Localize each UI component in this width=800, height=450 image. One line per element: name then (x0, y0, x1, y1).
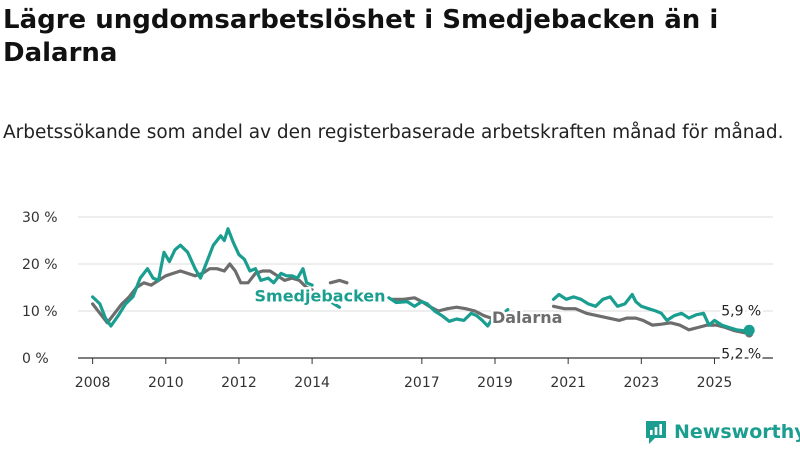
series-label-smedjebacken-halo: Smedjebacken (255, 287, 386, 306)
series-label-smedjebacken: Smedjebacken (255, 287, 386, 306)
series-line-smedjebacken (504, 308, 510, 313)
chart-title: Lägre ungdomsarbetslöshet i Smedjebacken… (3, 5, 719, 68)
newsworthy-logo[interactable]: Newsworthy (644, 419, 800, 445)
x-tick-label: 2025 (697, 375, 733, 391)
series-line-smedjebacken (328, 300, 342, 309)
y-tick-label: 10 % (22, 304, 58, 320)
end-label-smedjebacken-halo: 5,9 % (721, 303, 761, 319)
series-line-dalarna (391, 296, 493, 320)
series-line-smedjebacken (91, 227, 314, 328)
x-tick-label: 2014 (294, 375, 330, 391)
x-tick-label: 2021 (550, 375, 586, 391)
x-tick-label: 2019 (477, 375, 513, 391)
y-tick-label: 20 % (22, 257, 58, 273)
end-label-dalarna-halo: 5,2 % (721, 347, 761, 363)
x-tick-label: 2008 (75, 375, 111, 391)
series-label-dalarna: Dalarna (492, 308, 562, 327)
grid-lines (78, 216, 773, 312)
series-line-smedjebacken (365, 292, 373, 298)
y-tick-label: 0 % (22, 351, 49, 367)
series-lines (91, 227, 755, 338)
y-tick-label: 30 % (22, 210, 58, 226)
series-label-dalarna-halo: Dalarna (492, 308, 562, 327)
x-tick-label: 2010 (148, 375, 184, 391)
end-point-smedjebacken (743, 324, 755, 336)
series-line-dalarna (328, 278, 349, 285)
series-line-dalarna (91, 262, 314, 325)
y-axis-ticks: 0 % 10 % 20 % 30 % (22, 210, 58, 367)
end-label-dalarna: 5,2 % (721, 347, 761, 363)
end-label-smedjebacken: 5,9 % (721, 303, 761, 319)
series-line-smedjebacken (387, 296, 493, 328)
x-axis: 2008 2010 2012 2014 2017 2019 2021 2023 2025 (75, 357, 773, 391)
chart-subtitle: Arbetssökande som andel av den registerb… (3, 122, 784, 143)
x-tick-label: 2012 (221, 375, 257, 391)
bar-chart-icon (646, 421, 666, 444)
line-chart: 0 % 10 % 20 % 30 % 2008 2010 2012 2014 2017 2019… (22, 210, 773, 391)
x-tick-label: 2023 (623, 375, 659, 391)
x-tick-label: 2017 (404, 375, 440, 391)
series-line-smedjebacken (551, 292, 751, 333)
brand-name: Newsworthy (674, 421, 800, 443)
